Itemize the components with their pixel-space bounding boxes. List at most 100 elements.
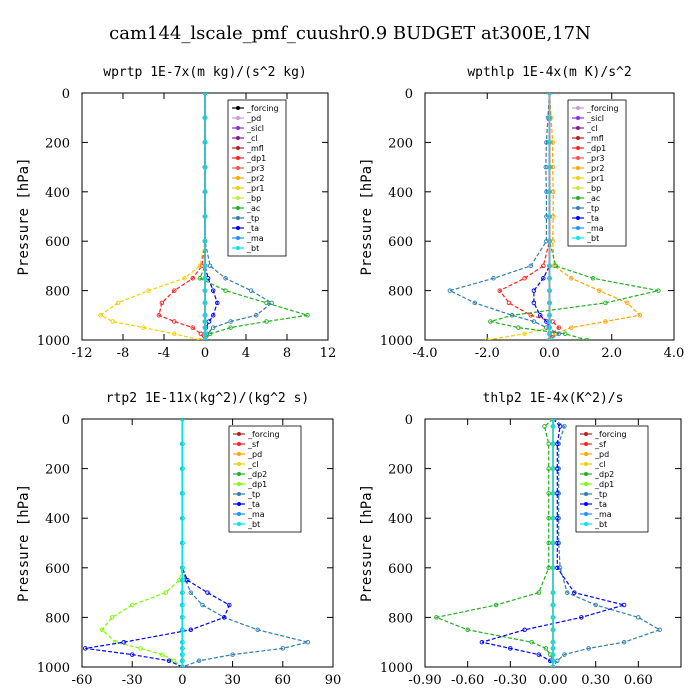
- data-point-bt: [550, 590, 556, 595]
- legend-marker: [237, 472, 241, 476]
- plot-area: [83, 419, 311, 667]
- legend-marker: [236, 186, 240, 190]
- data-point-bt: [547, 300, 552, 306]
- legend-label: _tp: [247, 490, 260, 499]
- legend-marker: [576, 146, 580, 150]
- data-point-tp: [528, 263, 534, 269]
- chart-panel-3: rtp2 1E-11x(kg^2)/(kg^2 s) -60 -30 0 30 60 90 0…: [16, 391, 341, 688]
- data-point-ta: [83, 646, 88, 651]
- data-point-bt: [202, 164, 208, 170]
- data-point-tp: [491, 276, 496, 281]
- legend-label: _pd: [247, 450, 262, 459]
- x-tick-label: -4.0: [412, 346, 437, 361]
- data-point-tp: [254, 313, 259, 318]
- x-tick-label: -0.60: [451, 673, 484, 688]
- legend-marker: [236, 166, 240, 170]
- data-point-tp: [657, 627, 662, 633]
- x-tick-label: -60: [72, 673, 93, 688]
- data-point-pr1: [182, 276, 187, 281]
- data-point-tp: [269, 300, 274, 306]
- data-point-tp: [305, 639, 311, 645]
- data-point-dp1: [138, 646, 143, 651]
- data-point-dp1: [497, 288, 502, 293]
- legend-marker: [237, 502, 241, 506]
- panel-title: thlp2 1E-4x(K^2)/s: [483, 391, 624, 406]
- data-point-bt: [202, 288, 208, 293]
- data-point-bt: [180, 419, 185, 422]
- legend-marker: [576, 186, 580, 190]
- data-point-dp1: [522, 276, 527, 281]
- data-point-ac: [264, 319, 269, 324]
- data-point-bt: [550, 491, 556, 496]
- legend-label: _forcing: [246, 104, 279, 113]
- data-point-dp2: [546, 466, 551, 471]
- legend-label: _bt: [246, 244, 259, 253]
- data-point-tp: [562, 652, 567, 657]
- data-point-ta: [210, 288, 216, 293]
- legend-label: _cl: [594, 460, 606, 469]
- data-point-bt: [202, 93, 208, 96]
- data-point-ac: [590, 276, 596, 281]
- data-point-tp: [586, 646, 591, 651]
- legend-label: _sicl: [586, 114, 604, 123]
- data-point-bt: [547, 337, 552, 340]
- data-point-bt: [547, 115, 552, 120]
- legend-label: _tp: [594, 490, 607, 499]
- legend-label: _forcing: [247, 430, 280, 439]
- data-point-tp: [544, 325, 549, 330]
- data-point-tp: [557, 565, 563, 571]
- data-point-tp: [280, 646, 286, 651]
- data-point-bt: [550, 419, 556, 422]
- series-line-dp1: [101, 419, 183, 667]
- data-point-ac: [228, 325, 233, 330]
- legend-marker: [236, 196, 240, 200]
- data-point-tp: [509, 313, 515, 318]
- data-point-tp: [544, 140, 549, 145]
- data-point-bt: [550, 615, 556, 620]
- data-point-bt: [180, 466, 185, 471]
- x-tick-label: -30: [122, 673, 143, 688]
- x-tick-label: 8: [283, 346, 291, 361]
- data-point-bt: [202, 140, 208, 145]
- data-point-dp1: [198, 331, 204, 337]
- y-tick-label: 600: [45, 562, 70, 577]
- legend-marker: [584, 442, 588, 446]
- legend-label: _ta: [594, 500, 607, 509]
- data-point-dp2: [536, 590, 542, 595]
- data-point-bt: [180, 590, 185, 595]
- y-axis-label: Pressure [hPa]: [16, 484, 32, 602]
- data-point-pr2: [550, 164, 555, 170]
- legend-label: _ta: [247, 500, 260, 509]
- legend-marker: [236, 146, 240, 150]
- data-point-tp: [223, 276, 228, 281]
- data-point-bt: [180, 577, 185, 583]
- data-point-bt: [547, 214, 552, 219]
- data-point-ta: [166, 658, 172, 664]
- data-point-tp: [472, 300, 478, 306]
- series-line-pr2: [548, 93, 642, 340]
- legend-marker: [236, 226, 240, 230]
- data-point-dp1: [190, 325, 195, 330]
- legend-marker: [576, 116, 580, 120]
- data-point-bt: [202, 300, 208, 306]
- legend-marker: [584, 482, 588, 486]
- legend-label: _dp1: [246, 154, 266, 163]
- legend-label: _bp: [246, 194, 261, 203]
- y-tick-label: 800: [388, 611, 413, 626]
- legend-marker: [236, 216, 240, 220]
- x-tick-label: 30: [224, 673, 241, 688]
- data-point-ta: [221, 615, 227, 620]
- data-point-pr1: [98, 313, 103, 318]
- data-point-bt: [202, 263, 208, 269]
- data-point-dp2: [546, 540, 551, 546]
- chart-panel-4: thlp2 1E-4x(K^2)/s -0.90 -0.60 -0.30 0.00 0.3…: [359, 391, 682, 688]
- y-tick-label: 200: [45, 136, 70, 151]
- data-point-bt: [547, 140, 552, 145]
- legend-marker: [584, 522, 588, 526]
- data-point-ac: [305, 313, 310, 318]
- data-point-bt: [180, 540, 185, 546]
- legend-marker: [236, 126, 240, 130]
- legend: _forcing_sf_pd_cl_dp2_dp1_tp_ta_ma_bt: [228, 425, 302, 533]
- x-tick-label: 0.30: [581, 673, 610, 688]
- x-tick-label: 0.00: [539, 673, 568, 688]
